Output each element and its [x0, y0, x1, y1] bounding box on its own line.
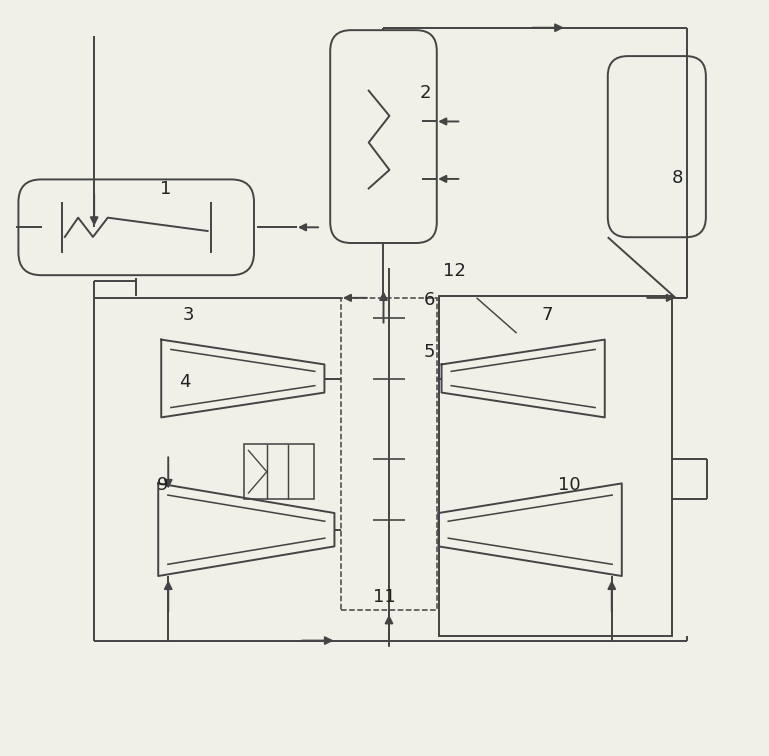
- Text: 7: 7: [541, 306, 553, 324]
- Text: 9: 9: [156, 476, 168, 494]
- Text: 8: 8: [671, 169, 683, 187]
- Text: 3: 3: [182, 306, 194, 324]
- Text: 1: 1: [160, 180, 171, 198]
- Text: 12: 12: [444, 262, 466, 280]
- Text: 6: 6: [423, 291, 434, 309]
- Text: 4: 4: [178, 373, 190, 391]
- Text: 10: 10: [558, 476, 581, 494]
- Text: 11: 11: [373, 587, 396, 606]
- Text: 2: 2: [420, 84, 431, 102]
- Bar: [438, 296, 672, 636]
- Bar: [341, 298, 437, 610]
- Text: 5: 5: [423, 343, 434, 361]
- Bar: [245, 444, 315, 500]
